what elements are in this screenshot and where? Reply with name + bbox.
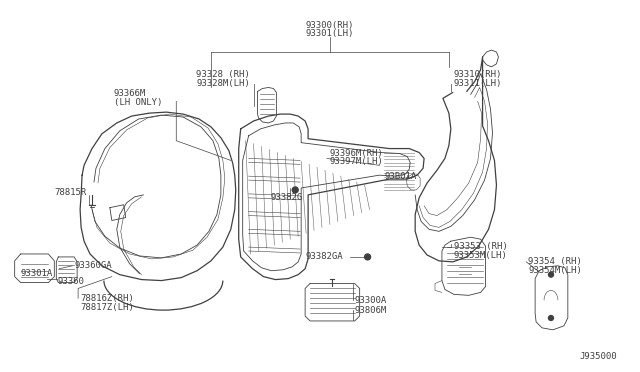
Text: 93360GA: 93360GA xyxy=(74,261,112,270)
Text: 93310(RH): 93310(RH) xyxy=(454,70,502,79)
Text: 93300(RH): 93300(RH) xyxy=(306,20,354,29)
Text: 93806M: 93806M xyxy=(355,306,387,315)
Text: 93301(LH): 93301(LH) xyxy=(306,29,354,38)
Text: 93301A: 93301A xyxy=(20,269,53,278)
Text: 93382GA: 93382GA xyxy=(305,252,343,261)
Text: 78817Z(LH): 78817Z(LH) xyxy=(80,303,134,312)
Circle shape xyxy=(365,254,371,260)
Circle shape xyxy=(548,272,554,277)
Text: 93360: 93360 xyxy=(58,277,84,286)
Text: 93328M(LH): 93328M(LH) xyxy=(196,78,250,88)
Text: 93397M(LH): 93397M(LH) xyxy=(330,157,383,166)
Text: J935000: J935000 xyxy=(580,353,618,362)
Text: 93300A: 93300A xyxy=(355,296,387,305)
Text: 93382G: 93382G xyxy=(271,193,303,202)
Text: 93353M(LH): 93353M(LH) xyxy=(454,251,508,260)
Text: 93366M: 93366M xyxy=(114,89,146,99)
Circle shape xyxy=(548,315,554,320)
Text: 93311(LH): 93311(LH) xyxy=(454,78,502,88)
Text: 93354M(LH): 93354M(LH) xyxy=(528,266,582,275)
Text: 93328 (RH): 93328 (RH) xyxy=(196,70,250,79)
Text: (LH ONLY): (LH ONLY) xyxy=(114,98,162,108)
Text: 78816Z(RH): 78816Z(RH) xyxy=(80,294,134,303)
Text: 78815R: 78815R xyxy=(54,188,86,197)
Text: 93396M(RH): 93396M(RH) xyxy=(330,148,383,158)
Text: 93353 (RH): 93353 (RH) xyxy=(454,242,508,251)
Circle shape xyxy=(292,187,298,193)
Text: 93354 (RH): 93354 (RH) xyxy=(528,257,582,266)
Text: 93B01A: 93B01A xyxy=(385,172,417,181)
